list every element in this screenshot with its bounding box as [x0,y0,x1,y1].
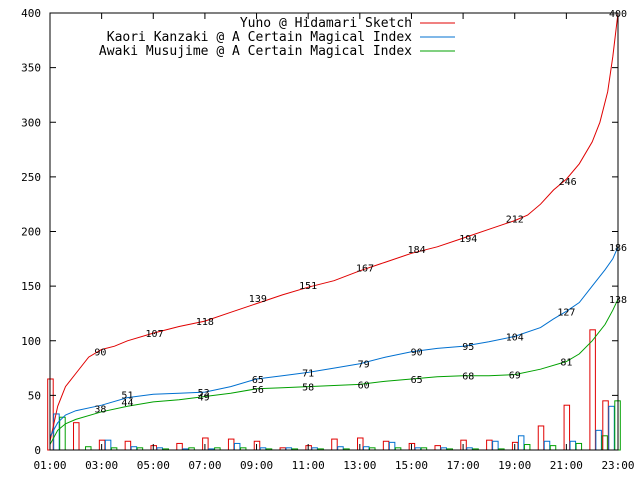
y-tick-label: 150 [21,280,41,293]
data-label-kaori: 104 [506,332,524,343]
data-label-yuno: 107 [146,329,164,340]
data-label-awaki: 69 [509,371,521,382]
data-label-yuno: 118 [196,317,214,328]
data-label-awaki: 56 [252,385,264,396]
y-tick-label: 350 [21,62,41,75]
data-label-kaori: 65 [252,375,264,386]
data-label-yuno: 139 [249,294,267,305]
data-label-kaori: 53 [198,388,210,399]
x-tick-label: 17:00 [447,459,480,472]
data-label-awaki: 60 [358,380,370,391]
legend-label-yuno: Yuno @ Hidamari Sketch [240,16,412,31]
x-tick-label: 07:00 [188,459,221,472]
data-label-yuno: 167 [356,264,374,275]
series-line-awaki [49,298,619,445]
y-tick-label: 250 [21,171,41,184]
data-label-kaori: 51 [121,390,133,401]
legend-label-awaki: Awaki Musujime @ A Certain Magical Index [99,44,412,59]
x-tick-label: 15:00 [395,459,428,472]
x-tick-label: 21:00 [550,459,583,472]
y-tick-label: 50 [28,389,41,402]
data-label-kaori: 95 [462,342,474,353]
x-tick-label: 19:00 [498,459,531,472]
data-label-awaki: 38 [94,404,106,415]
x-tick-label: 01:00 [33,459,66,472]
data-label-yuno: 151 [299,281,317,292]
x-tick-label: 09:00 [240,459,273,472]
data-label-awaki: 81 [560,358,572,369]
data-label-kaori: 71 [302,368,314,379]
data-label-awaki: 44 [121,398,133,409]
lines-layer [49,12,619,445]
data-label-yuno: 194 [459,234,477,245]
data-label-awaki: 65 [411,375,423,386]
x-tick-label: 03:00 [85,459,118,472]
data-label-kaori: 127 [557,307,575,318]
data-label-yuno: 212 [506,214,524,225]
legend-label-kaori: Kaori Kanzaki @ A Certain Magical Index [107,30,412,45]
x-tick-label: 11:00 [292,459,325,472]
data-label-yuno: 90 [94,348,106,359]
data-label-awaki: 49 [198,392,210,403]
data-label-awaki: 58 [302,383,314,394]
y-tick-label: 100 [21,335,41,348]
series-line-yuno [49,12,619,442]
data-label-awaki: 68 [462,372,474,383]
y-tick-label: 300 [21,116,41,129]
x-tick-label: 05:00 [137,459,170,472]
x-tick-label: 23:00 [601,459,634,472]
data-label-yuno: 246 [559,177,577,188]
data-label-yuno: 184 [408,245,426,256]
y-tick-label: 200 [21,226,41,239]
y-tick-label: 0 [34,444,41,457]
y-tick-label: 400 [21,7,41,20]
data-label-kaori: 79 [358,360,370,371]
series-line-kaori [49,246,619,438]
axes-layer: 0 50 100 150 200 250 300 350 400 01:00 03:00 05:00 0… [21,7,634,472]
data-label-kaori: 90 [411,348,423,359]
x-tick-label: 13:00 [343,459,376,472]
